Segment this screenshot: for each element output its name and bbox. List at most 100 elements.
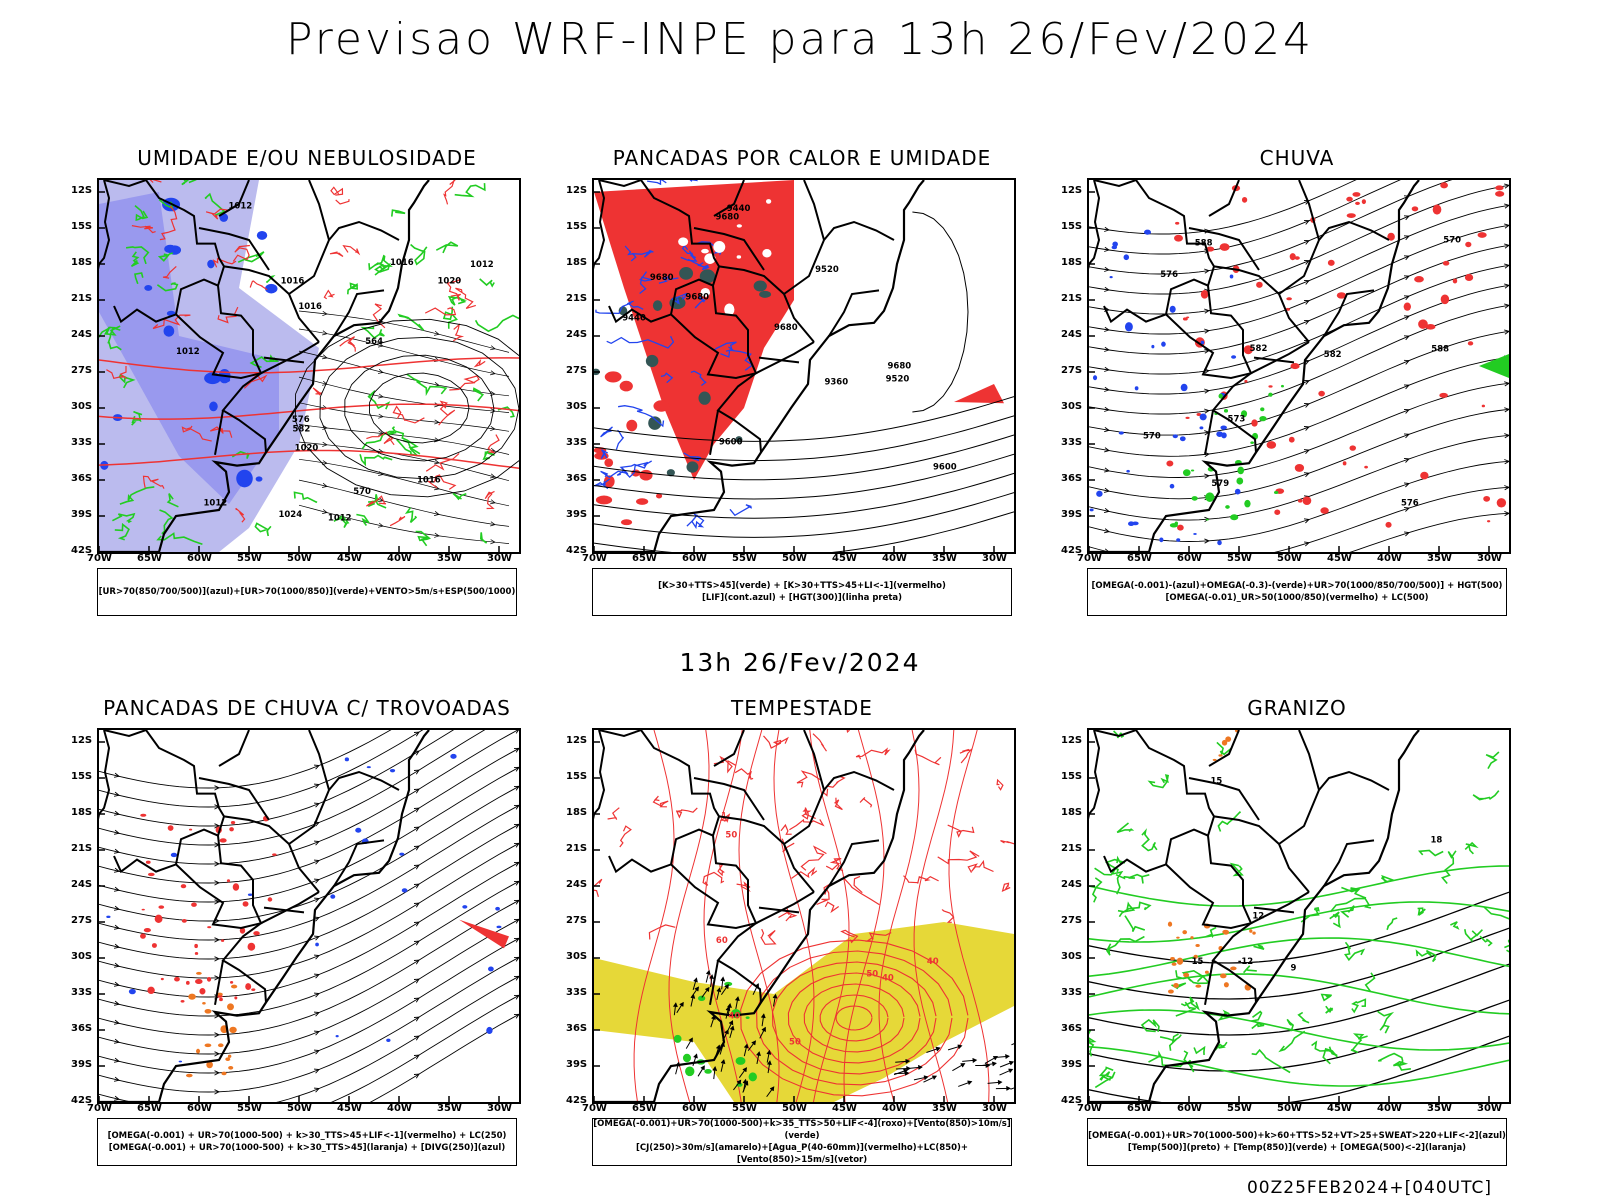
lat-tick-label: 21S	[566, 843, 588, 854]
lat-tick-label: 12S	[71, 185, 93, 196]
contour-label: 1016	[298, 302, 322, 312]
lat-tick-label: 18S	[1061, 807, 1083, 818]
lat-tick-label: 42S	[1061, 545, 1083, 556]
lat-tick-label: 12S	[71, 735, 93, 746]
lon-tick-label: 35W	[437, 1103, 462, 1114]
lon-tick-label: 65W	[632, 553, 657, 564]
legend-line: [Temp(500)](preto) + [Temp(850)](verde) …	[1127, 1143, 1467, 1153]
contour-label: 40	[728, 1011, 740, 1021]
lat-tick-label: 30S	[566, 401, 588, 412]
lat-tick-label: 33S	[1061, 987, 1083, 998]
contour-label: 588	[1431, 344, 1449, 354]
lat-tick-label: 39S	[71, 509, 93, 520]
lat-tick-label: 30S	[71, 951, 93, 962]
lat-tick-label: 24S	[71, 879, 93, 890]
lon-tick-label: 55W	[1227, 553, 1252, 564]
legend-line: [UR>70(850/700/500)](azul)+[UR>70(1000/8…	[98, 587, 516, 597]
lat-tick-label: 18S	[1061, 257, 1083, 268]
contour-label: 576	[1160, 270, 1178, 280]
contour-label: 1012	[176, 347, 200, 357]
legend-line: [LIF](cont.azul) + [HGT(300)](linha pret…	[701, 593, 903, 603]
lon-tick-label: 60W	[682, 1103, 707, 1114]
lon-tick-label: 70W	[1077, 1103, 1102, 1114]
lat-tick-label: 18S	[71, 807, 93, 818]
lat-tick-label: 33S	[566, 437, 588, 448]
contour-label: 1012	[204, 499, 228, 509]
contour-label: 1024	[278, 510, 302, 520]
lat-tick-label: 33S	[1061, 437, 1083, 448]
lat-tick-label: 24S	[1061, 879, 1083, 890]
contour-label: 9680	[774, 323, 798, 333]
contour-label: 1012	[328, 513, 352, 523]
lon-tick-label: 40W	[1377, 1103, 1402, 1114]
contour-label: 9440	[622, 313, 646, 323]
lon-tick-label: 50W	[1277, 1103, 1302, 1114]
contour-label: 570	[1443, 235, 1461, 245]
contour-label: 9680	[685, 293, 709, 303]
contour-label: 9520	[886, 374, 910, 384]
legend-line: [K>30+TTS>45](verde) + [K>30+TTS>45+LI<-…	[658, 581, 946, 591]
lon-tick-label: 40W	[387, 553, 412, 564]
lon-tick-label: 55W	[1227, 1103, 1252, 1114]
lat-tick-label: 24S	[566, 329, 588, 340]
contour-label: 570	[1143, 432, 1161, 442]
contour-label: 18	[1431, 835, 1443, 845]
lon-tick-label: 40W	[882, 1103, 907, 1114]
lat-tick-label: 42S	[566, 1095, 588, 1106]
lat-tick-label: 36S	[1061, 1023, 1083, 1034]
lon-tick-label: 45W	[1327, 1103, 1352, 1114]
lat-tick-label: 24S	[1061, 329, 1083, 340]
contour-label: 9600	[719, 438, 743, 448]
panel-title: CHUVA	[1259, 146, 1335, 170]
legend-line: [OMEGA(-0.001)+UR>70(1000-500)+k>60+TTS>…	[1088, 1131, 1506, 1141]
lon-tick-label: 35W	[1427, 1103, 1452, 1114]
legend-line: [OMEGA(-0.01)_UR>50(1000/850)(vermelho) …	[1165, 593, 1429, 603]
lon-tick-label: 35W	[932, 553, 957, 564]
lat-tick-label: 15S	[1061, 771, 1083, 782]
lon-tick-label: 70W	[87, 553, 112, 564]
contour-label: 9680	[888, 361, 912, 371]
lat-tick-label: 15S	[566, 221, 588, 232]
lon-tick-label: 70W	[1077, 553, 1102, 564]
lat-tick-label: 27S	[1061, 915, 1083, 926]
contour-label: 12	[1252, 911, 1264, 921]
lat-tick-label: 12S	[1061, 185, 1083, 196]
lon-tick-label: 70W	[582, 553, 607, 564]
legend-line: [OMEGA(-0.001)+UR>70(1000-500)+k>35_TTS>…	[593, 1119, 1011, 1141]
lon-tick-label: 55W	[732, 1103, 757, 1114]
panel-legend: [OMEGA(-0.001) + UR>70(1000-500) + k>30_…	[97, 1118, 517, 1166]
lon-tick-label: 40W	[882, 553, 907, 564]
lat-tick-label: 39S	[71, 1059, 93, 1070]
contour-label: 40	[882, 974, 894, 984]
lon-tick-label: 65W	[137, 1103, 162, 1114]
contour-label: 50	[789, 1037, 801, 1047]
contour-label: 9680	[715, 212, 739, 222]
lat-tick-label: 27S	[1061, 365, 1083, 376]
lat-tick-label: 21S	[1061, 843, 1083, 854]
panel-title: TEMPESTADE	[731, 696, 873, 720]
contour-label: 50	[725, 830, 737, 840]
contour-label: 15	[1210, 777, 1222, 787]
lat-tick-label: 27S	[566, 365, 588, 376]
lon-tick-label: 30W	[487, 553, 512, 564]
contour-label: 576	[1401, 499, 1419, 509]
lat-tick-label: 36S	[71, 473, 93, 484]
contour-label: 1016	[417, 475, 441, 485]
lat-tick-label: 18S	[71, 257, 93, 268]
contour-label: 570	[353, 487, 371, 497]
main-title: Previsao WRF-INPE para 13h 26/Fev/2024	[286, 14, 1314, 65]
lon-tick-label: 60W	[682, 553, 707, 564]
contour-label: 582	[1250, 344, 1268, 354]
lon-tick-label: 65W	[137, 553, 162, 564]
lat-tick-label: 36S	[566, 1023, 588, 1034]
lat-tick-label: 15S	[71, 771, 93, 782]
legend-line: [OMEGA(-0.001) + UR>70(1000-500) + k>30_…	[107, 1131, 507, 1141]
contour-label: 9520	[815, 265, 839, 275]
lon-tick-label: 35W	[437, 553, 462, 564]
panel-legend: [OMEGA(-0.001)+UR>70(1000-500)+k>35_TTS>…	[592, 1118, 1012, 1166]
contour-label: 1012	[470, 260, 494, 270]
lat-tick-label: 36S	[566, 473, 588, 484]
lat-tick-label: 27S	[71, 915, 93, 926]
panel-title: UMIDADE E/OU NEBULOSIDADE	[137, 146, 477, 170]
contour-label: 1016	[281, 277, 305, 287]
